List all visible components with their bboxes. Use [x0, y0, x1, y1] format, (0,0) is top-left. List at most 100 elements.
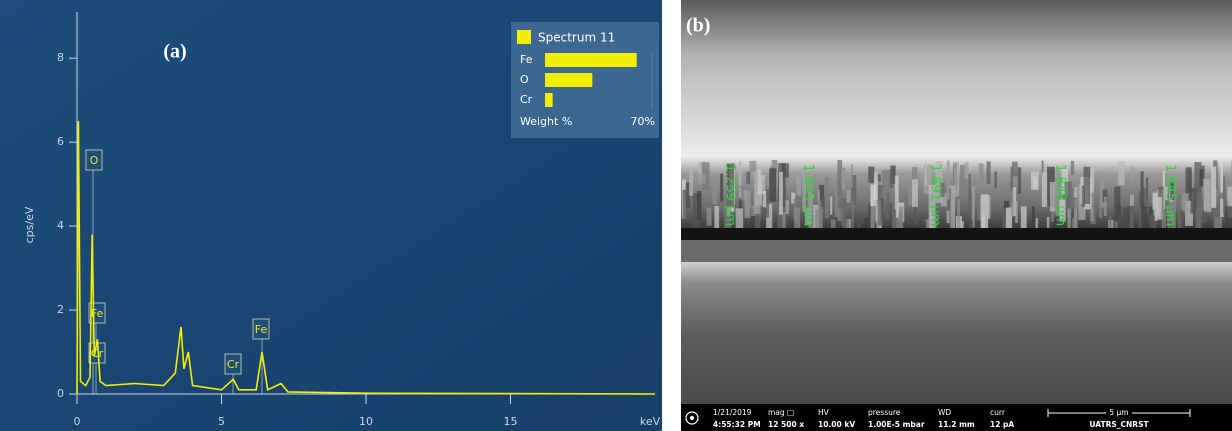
- sem-grain: [912, 179, 918, 207]
- x-tick-label: 10: [359, 415, 373, 428]
- sem-grain: [1180, 210, 1182, 228]
- sem-grain: [868, 166, 874, 182]
- sem-grain: [957, 199, 960, 228]
- inset-category: Fe: [520, 53, 533, 66]
- sem-grain: [1141, 206, 1147, 228]
- x-tick-label: 15: [504, 415, 518, 428]
- sem-grain: [1131, 167, 1135, 179]
- sem-grain: [1090, 206, 1093, 221]
- sem-grain: [1182, 193, 1189, 212]
- status-value: 1.00E-5 mbar: [868, 420, 925, 429]
- y-tick-label: 4: [57, 219, 64, 232]
- status-icon-core: [690, 416, 694, 420]
- sem-grain: [739, 161, 742, 198]
- measurement-label: 1.259 µm: [723, 164, 738, 226]
- status-value: 10.00 kV: [818, 420, 855, 429]
- sem-grain: [1104, 197, 1107, 216]
- figure: (a) cps/eV keV Spectrum 11 Weight % (b) …: [0, 0, 1232, 431]
- sem-grain: [868, 203, 870, 228]
- sem-grain: [1021, 206, 1027, 228]
- sem-grain: [889, 169, 893, 188]
- sem-grain: [881, 198, 884, 220]
- sem-grain: [841, 198, 846, 225]
- sem-grain: [1114, 187, 1120, 224]
- sem-grain: [1082, 186, 1085, 208]
- sem-grain: [837, 160, 842, 195]
- status-value: 12 pA: [990, 420, 1014, 429]
- sem-grain: [1015, 201, 1018, 223]
- sem-grain: [769, 168, 776, 201]
- sem-grain: [852, 198, 854, 228]
- sem-grain: [831, 220, 836, 228]
- sem-grain: [950, 185, 955, 228]
- sem-dark-band: [681, 228, 1232, 240]
- inset-x-label: Weight %: [520, 115, 572, 128]
- sem-grain: [1071, 161, 1074, 175]
- sem-grain: [981, 194, 989, 228]
- sem-grain: [925, 161, 927, 186]
- sem-grain: [947, 161, 950, 200]
- sem-grain: [969, 220, 973, 228]
- inset-bar: [545, 73, 592, 87]
- sem-grain: [964, 162, 968, 178]
- status-label: pressure: [868, 408, 901, 417]
- y-axis-label: cps/eV: [23, 206, 36, 243]
- sem-grain: [758, 170, 761, 195]
- sem-grain: [697, 191, 702, 220]
- sem-grain: [1118, 161, 1125, 185]
- measurement-label: 1.891 µm: [928, 164, 943, 226]
- peak-label: Fe: [91, 307, 104, 320]
- sem-grain: [683, 190, 687, 220]
- measurement-label: 1.848 µm: [1053, 164, 1068, 226]
- sem-grain: [818, 200, 821, 228]
- sem-grain: [1074, 187, 1078, 198]
- sem-grain: [870, 184, 875, 206]
- sem-grain: [892, 209, 896, 228]
- status-label: mag □: [768, 408, 794, 417]
- status-label: curr: [990, 408, 1006, 417]
- sem-interface: [681, 240, 1232, 262]
- peak-label: Cr: [227, 358, 240, 371]
- legend-swatch: [517, 30, 531, 44]
- page: (a) cps/eV keV Spectrum 11 Weight % (b) …: [0, 0, 1232, 431]
- status-value: 4:55:32 PM: [713, 420, 761, 429]
- sem-grain: [1225, 206, 1232, 228]
- status-value: 12 500 x: [768, 420, 804, 429]
- sem-grain: [1197, 192, 1203, 228]
- sem-grain: [1127, 206, 1135, 228]
- x-tick-label: 0: [74, 415, 81, 428]
- sem-grain: [698, 174, 705, 184]
- sem-grain: [689, 168, 693, 196]
- institution: UATRS_CNRST: [1089, 420, 1149, 429]
- sem-substrate: [681, 262, 1232, 404]
- x-axis-label: keV: [640, 415, 661, 428]
- y-tick-label: 8: [57, 51, 64, 64]
- sem-grain: [1011, 191, 1014, 216]
- inset-title: Spectrum 11: [538, 31, 615, 45]
- measurement-label: 1.845 µm: [801, 164, 816, 226]
- sem-grain: [825, 177, 829, 219]
- x-tick-label: 5: [218, 415, 225, 428]
- sem-grain: [1141, 171, 1144, 208]
- sem-grain: [1155, 210, 1158, 221]
- sem-grain: [847, 190, 851, 202]
- sem-grain: [995, 171, 997, 188]
- sem-grain: [1200, 169, 1204, 186]
- sem-grain: [1115, 221, 1118, 228]
- y-tick-label: 6: [57, 135, 64, 148]
- sem-grain: [1146, 177, 1148, 199]
- status-label: WD: [938, 408, 951, 417]
- panel-label: (b): [686, 15, 710, 37]
- inset-bar: [545, 93, 553, 107]
- sem-grain: [1204, 180, 1210, 210]
- measurement-label: 1.845 µm: [1163, 164, 1178, 226]
- sem-grain: [822, 198, 825, 209]
- sem-grain: [750, 161, 757, 172]
- sem-grain: [1120, 206, 1122, 228]
- peak-label: Fe: [255, 323, 268, 336]
- sem-grain: [1153, 193, 1158, 210]
- sem-grain: [714, 206, 719, 228]
- sem-grain: [1158, 187, 1162, 197]
- y-tick-label: 0: [57, 387, 64, 400]
- inset-bar: [545, 53, 637, 67]
